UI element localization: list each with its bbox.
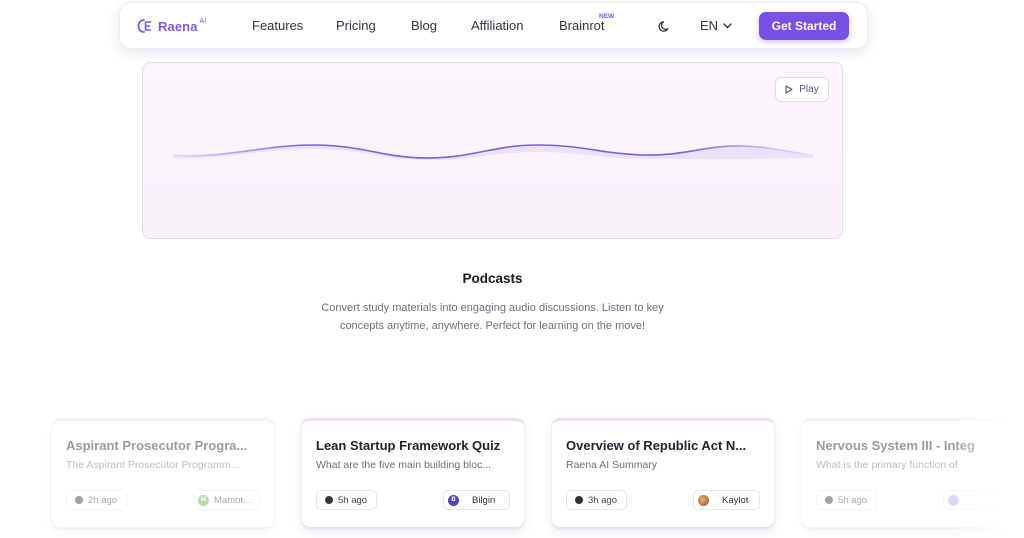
carousel-fade-right — [954, 410, 1024, 538]
nav-affiliation[interactable]: Affiliation — [471, 18, 524, 33]
time-badge: 5h ago — [816, 490, 878, 510]
time-label: 3h ago — [588, 494, 618, 506]
language-label: EN — [700, 18, 719, 33]
nav-features[interactable]: Features — [252, 18, 304, 33]
timer-icon — [575, 496, 583, 504]
section-description: Convert study materials into engaging au… — [321, 302, 664, 332]
time-label: 5h ago — [838, 494, 868, 506]
top-navbar: Raena AI Features Pricing Blog Affiliati… — [119, 2, 868, 49]
section-title: Podcasts — [462, 271, 523, 286]
play-button[interactable]: Play — [775, 77, 829, 102]
avatar: M — [198, 494, 209, 506]
timer-icon — [825, 496, 833, 504]
time-label: 5h ago — [338, 494, 368, 506]
audio-waveform — [172, 144, 814, 160]
card-title: Aspirant Prosecutor Progra... — [66, 438, 248, 453]
time-label: 2h ago — [88, 494, 118, 506]
card-subtitle: What are the five main building bloc... — [316, 459, 492, 471]
card-subtitle: Raena AI Summary — [566, 459, 658, 471]
card-title: Overview of Republic Act N... — [566, 438, 747, 453]
logo[interactable]: Raena AI — [137, 18, 209, 34]
nav-brainrot[interactable]: Brainrot — [559, 18, 605, 33]
nav-pricing[interactable]: Pricing — [336, 18, 376, 33]
carousel-fade-left — [0, 410, 40, 538]
user-name: Bilgin — [472, 494, 496, 506]
nav-blog[interactable]: Blog — [411, 18, 438, 33]
podcast-card[interactable]: Aspirant Prosecutor Progra... The Aspira… — [51, 418, 275, 530]
avatar — [948, 494, 959, 506]
play-label: Play — [799, 84, 819, 95]
moon-icon[interactable] — [658, 20, 671, 33]
new-badge: NEW — [599, 13, 615, 20]
get-started-button[interactable]: Get Started — [759, 12, 849, 40]
raena-logo-icon — [137, 19, 152, 33]
timer-icon — [325, 496, 333, 504]
time-badge: 3h ago — [566, 490, 628, 510]
podcast-cards-carousel: Aspirant Prosecutor Progra... The Aspira… — [0, 418, 1024, 538]
user-name: Kaylot — [722, 494, 749, 506]
user-badge: M Mamot... — [193, 490, 260, 510]
logo-text: Raena — [158, 18, 198, 34]
card-title: Lean Startup Framework Quiz — [316, 438, 501, 453]
timer-icon — [75, 496, 83, 504]
podcast-player: Play — [142, 62, 843, 239]
podcast-card[interactable]: Lean Startup Framework Quiz What are the… — [301, 418, 525, 530]
avatar: B — [448, 494, 459, 506]
time-badge: 2h ago — [66, 490, 128, 510]
language-selector[interactable]: EN — [700, 18, 732, 33]
user-name: Mamot... — [214, 494, 251, 506]
chevron-down-icon — [723, 22, 732, 28]
avatar — [698, 494, 709, 506]
podcast-card[interactable]: Overview of Republic Act N... Raena AI S… — [551, 418, 775, 530]
user-badge: B Bilgin — [443, 490, 510, 510]
logo-ai-superscript: AI — [199, 17, 207, 25]
card-subtitle: The Aspirant Prosecutor Programm... — [66, 459, 240, 471]
play-icon — [785, 85, 793, 94]
time-badge: 5h ago — [316, 490, 378, 510]
user-badge: Kaylot — [693, 490, 760, 510]
